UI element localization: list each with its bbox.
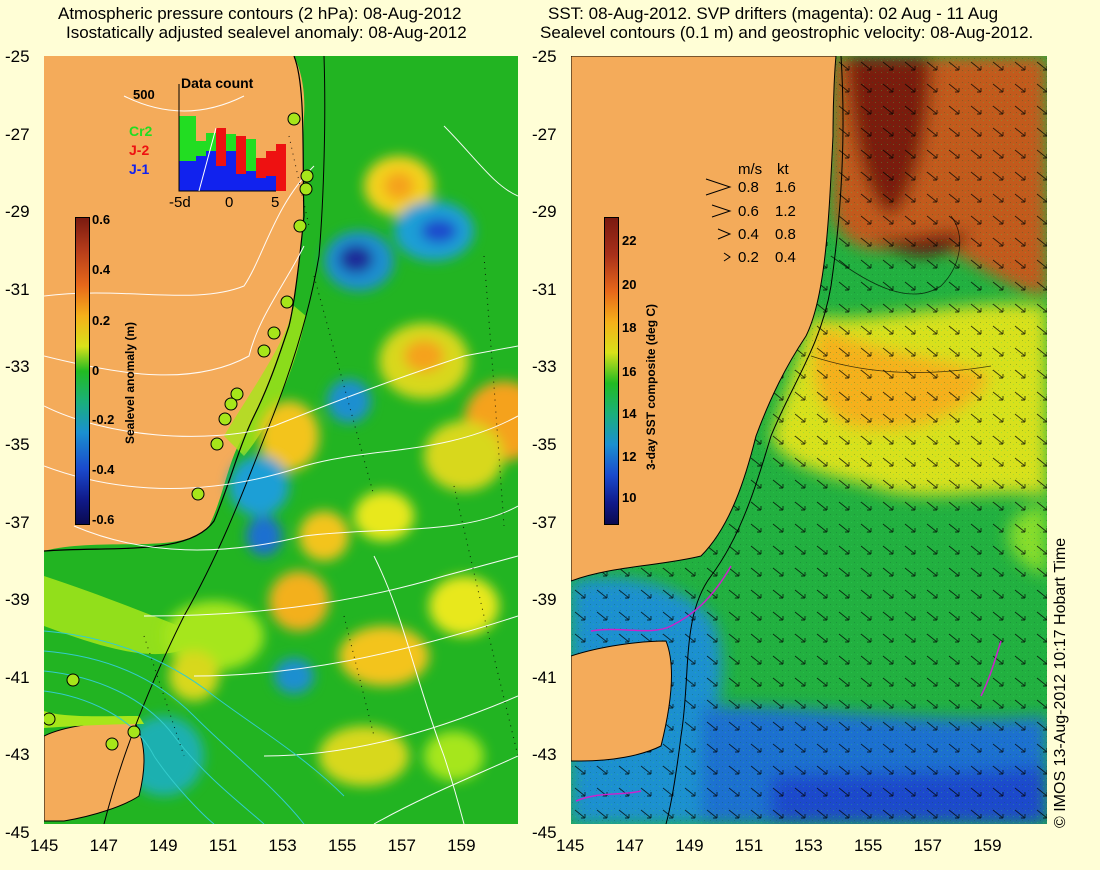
longitude-tick-right: 157	[913, 836, 942, 855]
latitude-tick-left: -45	[5, 823, 30, 842]
latitude-tick-left: -41	[5, 667, 30, 687]
longitude-tick-right: 147	[615, 836, 644, 855]
sealevel-colorbar-tick: 0.4	[92, 262, 111, 277]
imos-credit: © IMOS 13-Aug-2012 10:17 Hobart Time	[1052, 537, 1069, 828]
latitude-tick-right: -35	[532, 435, 557, 454]
sealevel-colorbar-label: Sealevel anomaly (m)	[123, 321, 137, 444]
longitude-tick-right: 151	[734, 836, 764, 855]
velocity-key-kt: 0.8	[775, 226, 796, 243]
latitude-tick-right: -29	[532, 202, 557, 222]
sst-colorbar-tick: 14	[622, 406, 637, 421]
sealevel-colorbar-tick: 0	[92, 363, 100, 378]
velocity-key-ms: 0.4	[738, 226, 759, 243]
tide-gauge-markers	[44, 112, 314, 751]
latitude-tick-left: -37	[5, 512, 30, 532]
sealevel-colorbar-tick: -0.6	[92, 512, 115, 527]
longitude-tick-left: 151	[208, 836, 238, 855]
velocity-key-header-ms: m/s	[738, 161, 763, 178]
sst-colorbar-tick: 16	[622, 364, 637, 379]
velocity-key-kt: 1.2	[775, 203, 796, 220]
latitude-tick-right: -37	[532, 512, 557, 532]
longitude-tick-left: 159	[447, 836, 476, 855]
latitude-tick-left: -31	[5, 279, 30, 299]
sst-colorbar-tick: 10	[622, 490, 637, 505]
longitude-tick-left: 149	[149, 836, 178, 855]
longitude-tick-left: 147	[89, 836, 118, 855]
right-title-line1: SST: 08-Aug-2012. SVP drifters (magenta)…	[548, 4, 999, 23]
longitude-tick-right: 159	[973, 836, 1002, 855]
velocity-key-kt: 0.4	[775, 249, 796, 266]
sealevel-anomaly-map	[44, 56, 518, 824]
longitude-tick-left: 153	[268, 836, 297, 855]
legend-cr2: Cr2	[129, 123, 153, 139]
sst-colorbar	[604, 217, 619, 525]
latitude-tick-left: -33	[5, 357, 30, 377]
legend-j1: J-1	[129, 161, 150, 177]
sealevel-colorbar-tick: 0.6	[92, 212, 111, 227]
longitude-tick-left: 145	[30, 836, 59, 855]
latitude-tick-right: -39	[532, 590, 557, 610]
longitude-tick-right: 145	[556, 836, 585, 855]
latitude-tick-left: -43	[5, 745, 30, 765]
velocity-key-kt: 1.6	[775, 179, 796, 196]
velocity-key-ms: 0.6	[738, 203, 759, 220]
longitude-tick-right: 153	[794, 836, 823, 855]
velocity-key-ms: 0.2	[738, 249, 759, 266]
latitude-tick-right: -41	[532, 667, 557, 687]
sst-colorbar-tick: 18	[622, 320, 637, 335]
mainland-australia	[571, 56, 837, 582]
sst-colorbar-tick: 22	[622, 233, 637, 248]
data-count-histogram	[178, 84, 286, 192]
tasmania	[571, 640, 672, 762]
latitude-tick-left: -27	[5, 124, 30, 144]
sealevel-map-graphic	[44, 56, 518, 824]
longitude-tick-left: 155	[328, 836, 357, 855]
right-title-line2: Sealevel contours (0.1 m) and geostrophi…	[540, 23, 1034, 42]
longitude-tick-left: 157	[387, 836, 416, 855]
longitude-tick-right: 149	[675, 836, 704, 855]
left-title-line2: Isostatically adjusted sealevel anomaly:…	[66, 23, 467, 42]
latitude-tick-left: -25	[5, 47, 30, 66]
data-count-xtick: 0	[225, 194, 234, 211]
latitude-tick-left: -29	[5, 202, 30, 222]
sst-map	[571, 56, 1047, 824]
latitude-tick-left: -35	[5, 435, 30, 454]
data-count-title: Data count	[181, 75, 254, 91]
sealevel-colorbar-tick: -0.2	[92, 412, 115, 427]
velocity-key-header-kt: kt	[777, 161, 789, 178]
legend-j2: J-2	[129, 142, 150, 158]
data-count-xtick: -5d	[169, 194, 191, 211]
latitude-tick-right: -31	[532, 279, 557, 299]
sst-colorbar-tick: 20	[622, 277, 637, 292]
svp-drifter-tracks	[575, 565, 1002, 802]
latitude-tick-right: -33	[532, 357, 557, 377]
latitude-tick-right: -27	[532, 124, 557, 144]
velocity-key-ms: 0.8	[738, 179, 759, 196]
latitude-tick-right: -25	[532, 47, 557, 66]
sst-colorbar-label: 3-day SST composite (deg C)	[644, 303, 658, 470]
latitude-tick-left: -39	[5, 590, 30, 610]
sst-map-graphic	[571, 56, 1047, 824]
longitude-tick-right: 155	[854, 836, 883, 855]
sst-colorbar-tick: 12	[622, 449, 637, 464]
data-count-max-label: 500	[133, 87, 155, 102]
left-title-line1: Atmospheric pressure contours (2 hPa): 0…	[58, 4, 462, 23]
latitude-tick-right: -43	[532, 745, 557, 765]
latitude-tick-right: -45	[532, 823, 557, 842]
velocity-key-arrows	[705, 178, 732, 262]
sealevel-colorbar-tick: -0.4	[92, 462, 115, 477]
sealevel-colorbar	[75, 217, 90, 525]
data-count-xtick: 5	[271, 194, 280, 211]
sealevel-colorbar-tick: 0.2	[92, 313, 111, 328]
